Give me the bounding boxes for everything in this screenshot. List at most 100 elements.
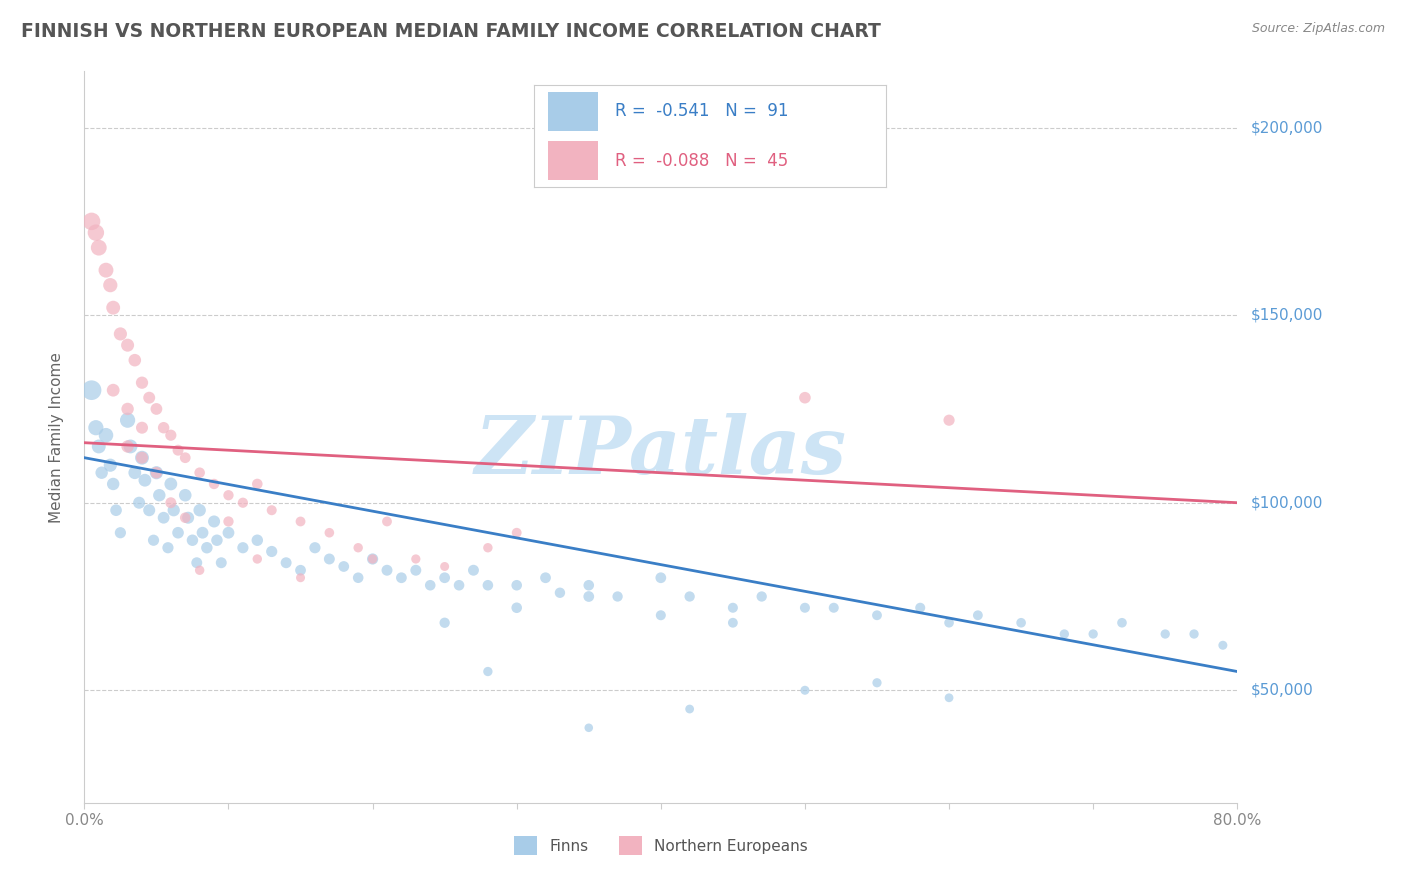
Point xyxy=(110,326,132,341)
Point xyxy=(103,477,124,491)
Point xyxy=(938,413,960,427)
Point xyxy=(823,600,845,615)
Point xyxy=(463,563,485,577)
Point xyxy=(506,525,529,540)
Point xyxy=(98,458,121,473)
Point xyxy=(103,301,124,315)
Point xyxy=(117,413,139,427)
Point xyxy=(1212,638,1234,652)
Point xyxy=(679,702,702,716)
Point xyxy=(202,477,225,491)
Point xyxy=(721,600,744,615)
Point xyxy=(548,586,571,600)
Point xyxy=(246,533,269,548)
Point xyxy=(1010,615,1032,630)
Point xyxy=(232,496,254,510)
Y-axis label: Median Family Income: Median Family Income xyxy=(49,351,63,523)
Point xyxy=(148,488,170,502)
Point xyxy=(1182,627,1205,641)
Point xyxy=(578,578,600,592)
Point xyxy=(167,443,190,458)
Point xyxy=(375,563,398,577)
Point xyxy=(145,466,167,480)
FancyBboxPatch shape xyxy=(548,92,598,131)
Point xyxy=(202,515,225,529)
Point xyxy=(218,515,240,529)
Point xyxy=(80,383,103,397)
Point xyxy=(131,450,153,465)
Point xyxy=(94,428,117,442)
Point xyxy=(433,571,456,585)
Point xyxy=(938,615,960,630)
Point xyxy=(209,556,232,570)
Point xyxy=(131,420,153,434)
Point xyxy=(131,450,153,465)
Point xyxy=(174,450,197,465)
Point xyxy=(679,590,702,604)
Point xyxy=(246,552,269,566)
Point xyxy=(191,525,214,540)
Point xyxy=(160,428,183,442)
Text: R =  -0.088   N =  45: R = -0.088 N = 45 xyxy=(616,152,789,169)
Point xyxy=(181,533,204,548)
Point xyxy=(218,488,240,502)
Text: $200,000: $200,000 xyxy=(1251,120,1323,135)
Point xyxy=(506,578,529,592)
Legend: Finns, Northern Europeans: Finns, Northern Europeans xyxy=(508,830,814,861)
Point xyxy=(138,391,160,405)
Point xyxy=(910,600,932,615)
Point xyxy=(1154,627,1177,641)
Point xyxy=(87,241,110,255)
Point xyxy=(156,541,179,555)
Text: R =  -0.541   N =  91: R = -0.541 N = 91 xyxy=(616,103,789,120)
Point xyxy=(578,590,600,604)
Point xyxy=(163,503,186,517)
Point xyxy=(866,608,889,623)
Point xyxy=(534,571,557,585)
Point xyxy=(134,473,156,487)
Point xyxy=(967,608,990,623)
Point xyxy=(152,510,174,524)
Point xyxy=(195,541,218,555)
Point xyxy=(98,278,121,293)
Point xyxy=(188,503,211,517)
Point xyxy=(304,541,326,555)
Point xyxy=(1053,627,1076,641)
Point xyxy=(110,525,132,540)
Point xyxy=(84,420,107,434)
Point xyxy=(433,559,456,574)
Point xyxy=(188,563,211,577)
Point xyxy=(361,552,384,566)
Point xyxy=(1111,615,1133,630)
Point xyxy=(142,533,165,548)
Point xyxy=(347,571,370,585)
Point xyxy=(477,578,499,592)
Point xyxy=(152,420,174,434)
Point xyxy=(124,353,146,368)
Text: ZIPatlas: ZIPatlas xyxy=(475,413,846,491)
Point xyxy=(650,608,672,623)
FancyBboxPatch shape xyxy=(548,141,598,180)
Point xyxy=(87,440,110,454)
Point xyxy=(290,563,312,577)
Point xyxy=(90,466,112,480)
Point xyxy=(794,683,817,698)
Point xyxy=(938,690,960,705)
Point xyxy=(477,541,499,555)
Text: $150,000: $150,000 xyxy=(1251,308,1323,323)
Point xyxy=(578,721,600,735)
Point xyxy=(506,600,529,615)
Point xyxy=(138,503,160,517)
Point xyxy=(391,571,413,585)
Point xyxy=(80,214,103,228)
Point xyxy=(145,401,167,416)
Point xyxy=(167,525,190,540)
Point xyxy=(290,515,312,529)
Point xyxy=(477,665,499,679)
Point xyxy=(103,383,124,397)
Point xyxy=(145,466,167,480)
Text: Source: ZipAtlas.com: Source: ZipAtlas.com xyxy=(1251,22,1385,36)
Point xyxy=(188,466,211,480)
Point xyxy=(405,563,427,577)
Point xyxy=(131,376,153,390)
